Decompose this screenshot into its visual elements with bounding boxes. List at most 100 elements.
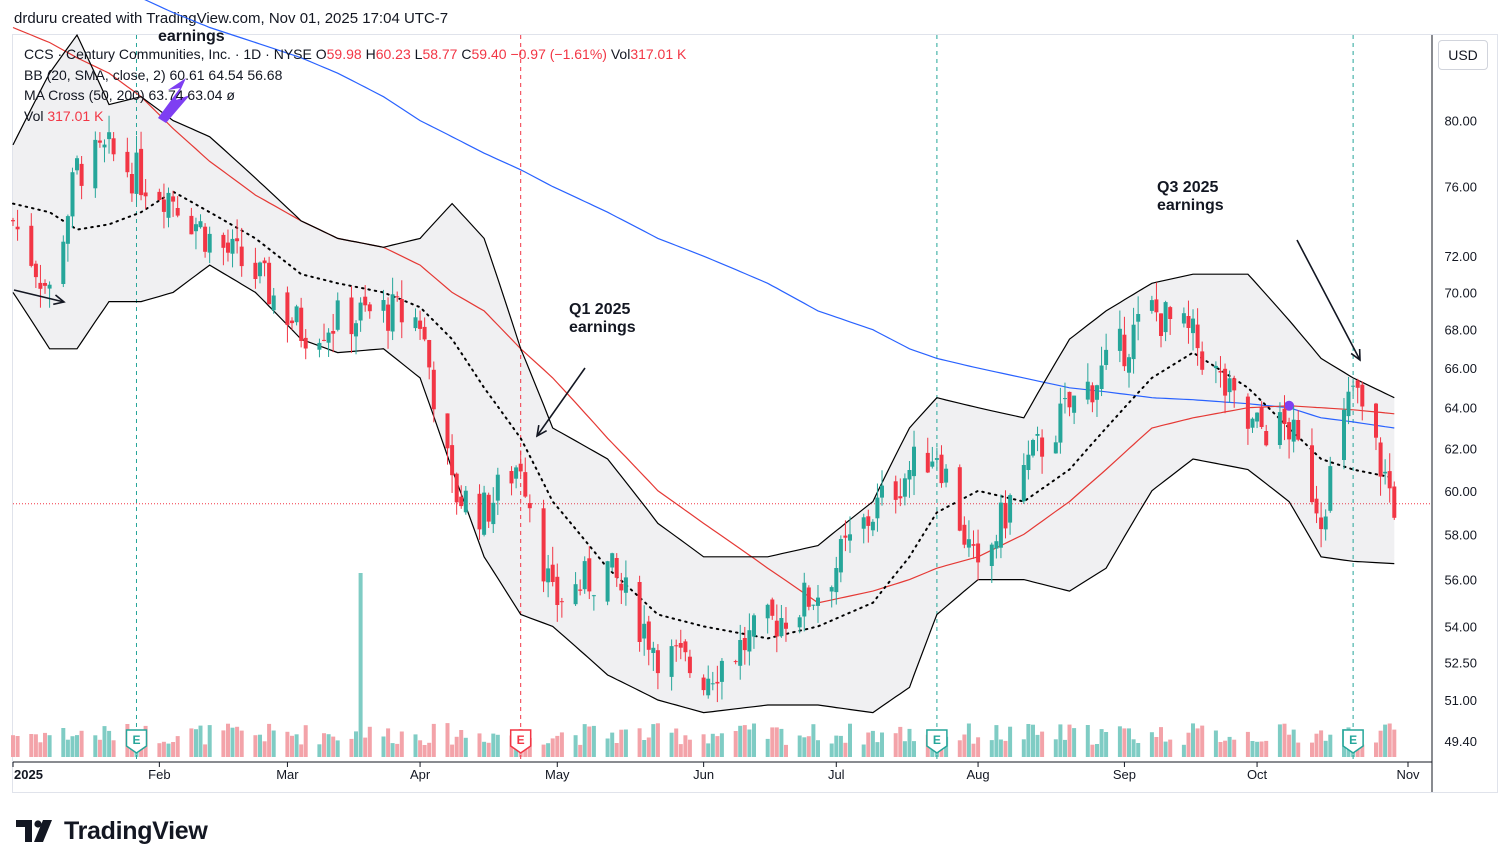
candle-body — [541, 508, 546, 582]
annotation-q4-earnings: earnings — [158, 28, 225, 46]
candle-body — [1035, 434, 1040, 436]
candle-body — [33, 263, 38, 278]
candle-body — [1149, 300, 1154, 311]
volume-bar — [998, 739, 1003, 757]
tradingview-logo[interactable]: TradingView — [16, 815, 208, 847]
candle-body — [47, 284, 52, 289]
candle-body — [733, 661, 738, 663]
candle-body — [1200, 351, 1205, 370]
volume-bar — [591, 725, 596, 757]
volume-bar — [1282, 723, 1287, 757]
volume-bar — [486, 742, 491, 757]
volume-bar — [1287, 734, 1292, 757]
volume-bar — [381, 736, 386, 757]
candle-body — [79, 163, 84, 186]
candle-body — [1264, 431, 1269, 446]
candle-body — [701, 677, 706, 691]
volume-bar — [546, 743, 551, 757]
candle-body — [226, 242, 230, 253]
volume-bar — [1090, 744, 1095, 757]
chart-caption: drduru created with TradingView.com, Nov… — [14, 10, 449, 27]
volume-bar — [1031, 724, 1035, 757]
candle-body — [1223, 368, 1228, 396]
volume-bar — [1314, 733, 1319, 757]
candle-body — [331, 331, 336, 334]
volume-bar — [294, 734, 299, 757]
volume-bar — [1127, 728, 1131, 757]
time-tick-label: 2025 — [14, 767, 43, 782]
volume-bar — [587, 726, 592, 757]
candle-body — [1291, 419, 1296, 442]
candle-body — [363, 296, 368, 306]
candle-body — [431, 369, 436, 410]
candle-body — [175, 208, 180, 216]
volume-bar — [1392, 729, 1397, 757]
annotation-q3-sub: earnings — [1157, 197, 1224, 214]
tradingview-logo-text: TradingView — [64, 816, 208, 845]
volume-bar — [29, 734, 34, 757]
volume-bar — [816, 740, 820, 757]
volume-bar — [902, 741, 907, 757]
earnings-marker: E — [1342, 729, 1364, 754]
volume-bar — [893, 733, 898, 757]
ma50-line — [12, 26, 1395, 604]
candle-body — [495, 474, 500, 501]
candle-body — [1351, 385, 1356, 387]
candle-body — [1319, 517, 1324, 530]
volume-bar — [111, 740, 116, 757]
legend-ma-row[interactable]: MA Cross (50, 200) 63.74 63.04 ø — [24, 85, 686, 106]
candle-body — [957, 467, 962, 531]
candle-body — [555, 576, 560, 605]
candle-body — [765, 604, 770, 619]
annotation-arrow-q3-head — [1350, 348, 1361, 362]
volume-bar — [33, 734, 38, 757]
earnings-marker-label: E — [517, 733, 525, 747]
legend-bb-row[interactable]: BB (20, SMA, close, 2) 60.61 64.54 56.68 — [24, 65, 686, 86]
volume-bar — [655, 723, 660, 757]
candle-body — [1232, 378, 1237, 391]
volume-bar — [1117, 726, 1122, 757]
annotation-arrow-q1-head — [535, 425, 548, 438]
candle-body — [459, 496, 464, 507]
currency-button[interactable]: USD — [1438, 40, 1488, 70]
legend-vol-row[interactable]: Vol 317.01 K — [24, 106, 686, 127]
candle-body — [1186, 316, 1191, 328]
volume-bar — [1163, 741, 1168, 757]
legend-symbol[interactable]: CCS · Century Communities, Inc. · 1D · N… — [24, 46, 312, 62]
candle-body — [550, 564, 555, 582]
volume-bar — [1213, 730, 1218, 757]
candle-body — [848, 534, 852, 541]
candle-body — [303, 337, 308, 349]
volume-bar — [1085, 725, 1090, 757]
candle-body — [1053, 442, 1058, 454]
price-tick-label: 70.00 — [1444, 285, 1477, 300]
legend-vol-value: 317.01 K — [630, 46, 687, 62]
volume-bar — [742, 725, 747, 757]
volume-bar — [1026, 724, 1031, 757]
candle-body — [294, 306, 299, 323]
volume-bar — [107, 730, 112, 757]
volume-bar — [646, 737, 651, 757]
volume-bar — [75, 735, 79, 757]
candle-body — [326, 332, 331, 343]
candle-body — [1117, 328, 1122, 351]
volume-bar — [1310, 742, 1314, 757]
time-axis: 2025 Feb Mar Apr May Jun Jul Aug Sep Oct Nov — [12, 761, 1432, 782]
candle-body — [1095, 385, 1099, 400]
volume-bar — [861, 744, 866, 757]
annotation-arrow-purple-shape — [158, 78, 190, 123]
legend-vol2-label: Vol — [24, 107, 44, 124]
price-tick-label: 60.00 — [1444, 484, 1477, 499]
volume-bar — [1264, 740, 1269, 757]
candle-body — [1218, 370, 1223, 373]
volume-bar — [221, 730, 226, 757]
bollinger-upper-line — [12, 33, 1395, 558]
volume-bar — [102, 726, 107, 757]
candle-body — [806, 587, 811, 607]
candle-body — [605, 561, 610, 602]
volume-bar — [1255, 741, 1260, 757]
volume-bar — [491, 733, 496, 757]
volume-bar — [605, 738, 610, 757]
volume-bar — [578, 744, 583, 757]
